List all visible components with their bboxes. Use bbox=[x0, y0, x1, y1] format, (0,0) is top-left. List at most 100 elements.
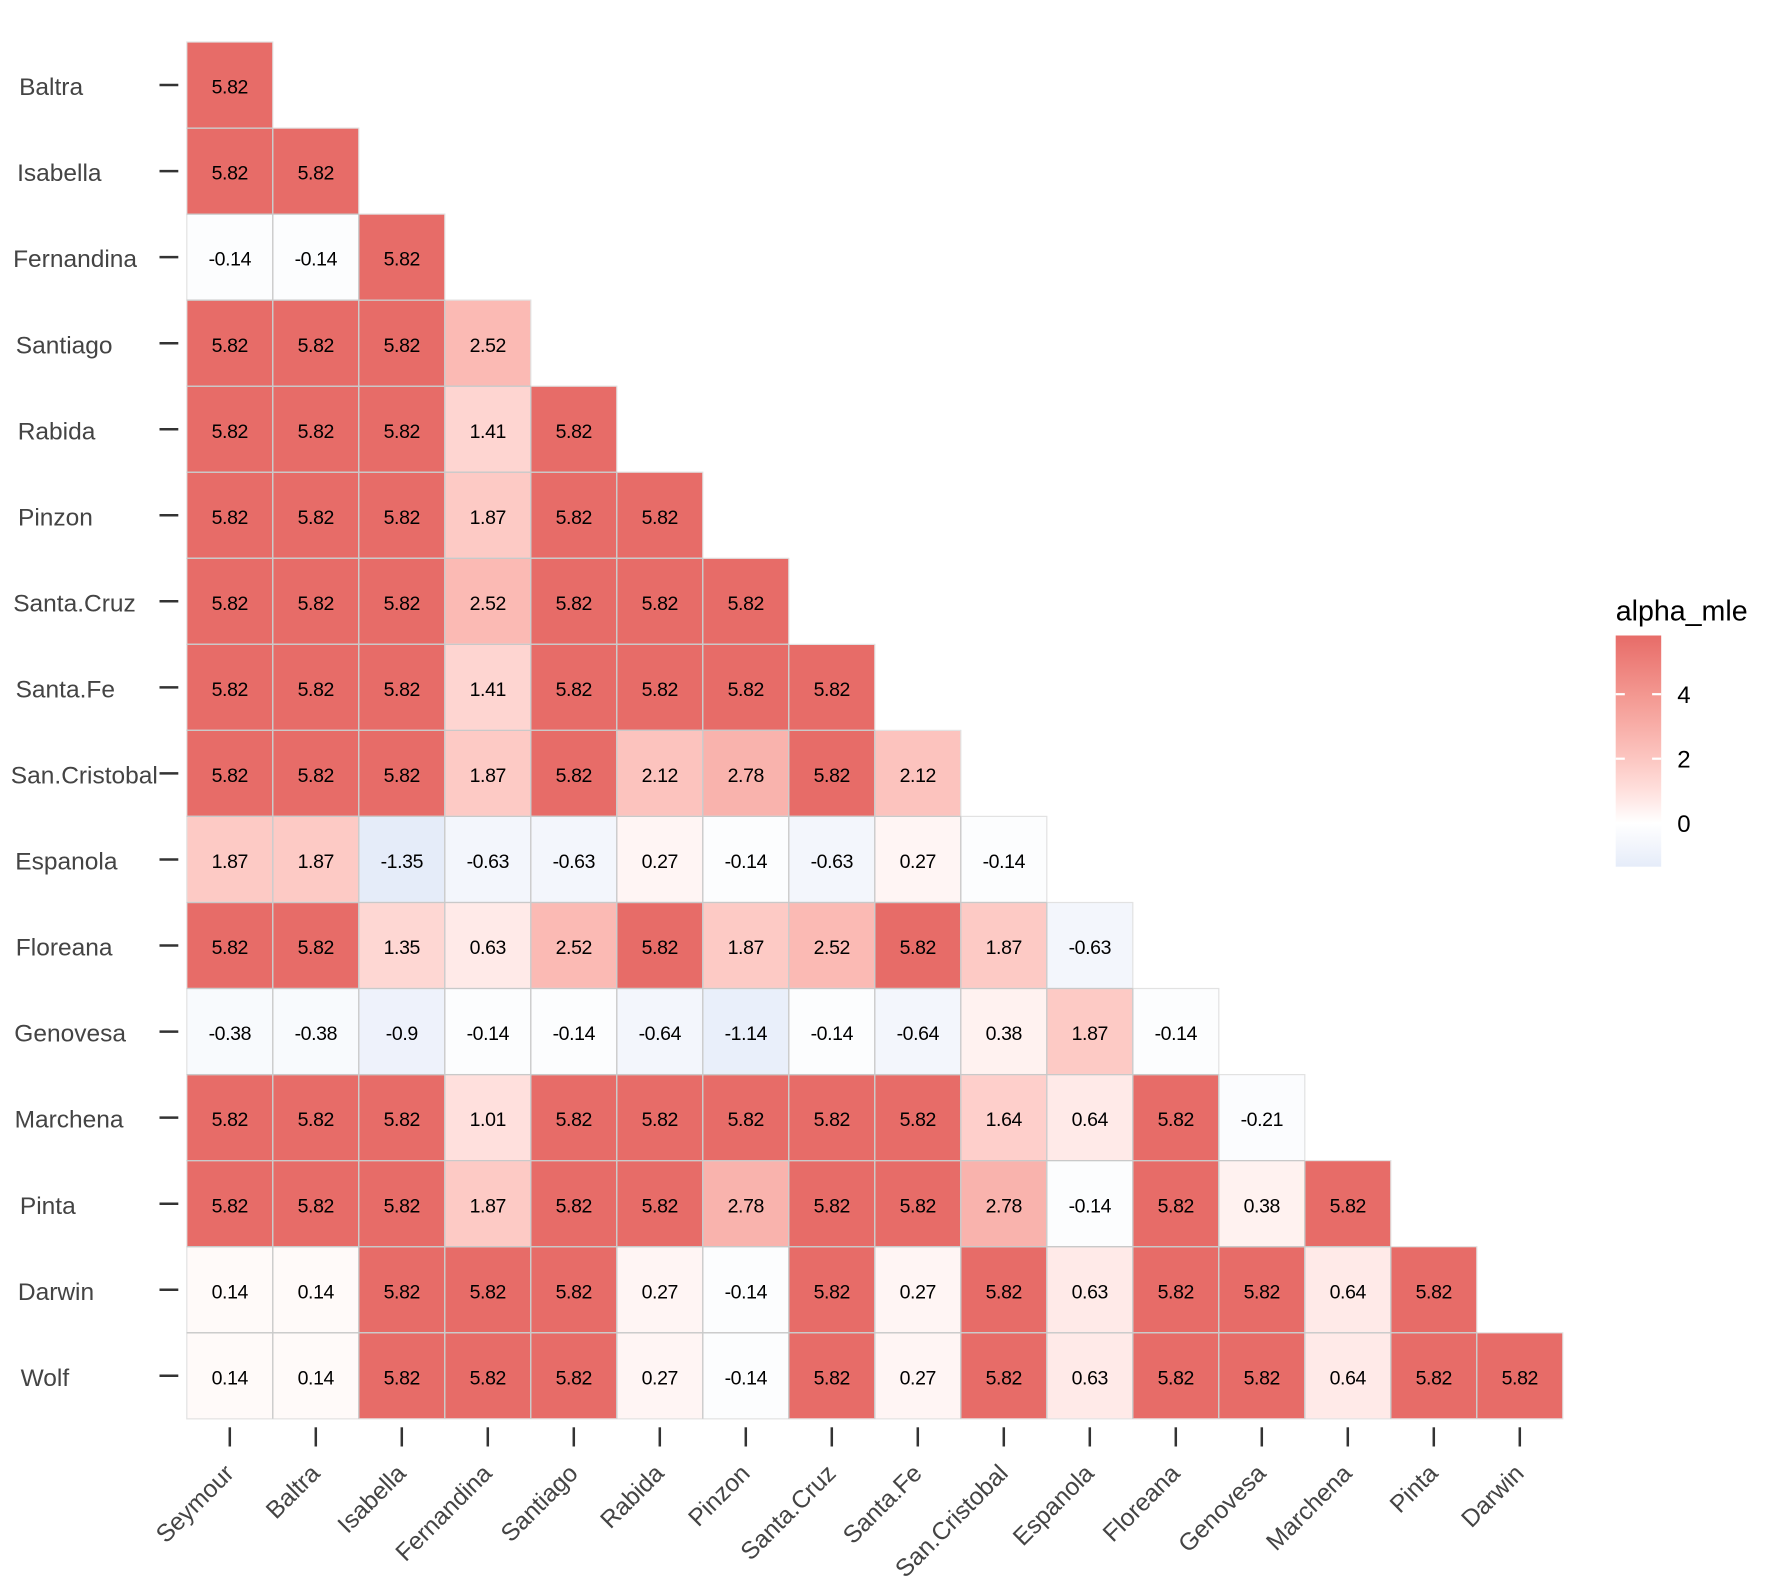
svg-text:5.82: 5.82 bbox=[642, 593, 678, 615]
svg-text:5.82: 5.82 bbox=[384, 765, 420, 787]
svg-text:1.87: 1.87 bbox=[470, 765, 506, 787]
svg-text:5.82: 5.82 bbox=[556, 1195, 592, 1217]
svg-text:0.14: 0.14 bbox=[212, 1281, 249, 1303]
svg-text:5.82: 5.82 bbox=[728, 1109, 764, 1131]
svg-text:5.82: 5.82 bbox=[1330, 1195, 1366, 1217]
svg-text:-0.63: -0.63 bbox=[467, 851, 509, 873]
svg-text:-0.14: -0.14 bbox=[467, 1023, 510, 1045]
svg-text:5.82: 5.82 bbox=[900, 1195, 936, 1217]
svg-text:-0.9: -0.9 bbox=[386, 1023, 418, 1045]
svg-text:5.82: 5.82 bbox=[384, 335, 420, 357]
svg-text:-0.14: -0.14 bbox=[725, 851, 768, 873]
svg-text:5.82: 5.82 bbox=[384, 1281, 420, 1303]
svg-text:5.82: 5.82 bbox=[212, 593, 248, 615]
svg-text:5.82: 5.82 bbox=[212, 765, 248, 787]
svg-text:5.82: 5.82 bbox=[1158, 1281, 1194, 1303]
svg-text:-0.38: -0.38 bbox=[209, 1023, 251, 1045]
svg-text:5.82: 5.82 bbox=[642, 507, 678, 529]
svg-text:Wolf: Wolf bbox=[21, 1365, 70, 1392]
svg-text:5.82: 5.82 bbox=[212, 1109, 248, 1131]
svg-text:5.82: 5.82 bbox=[900, 937, 936, 959]
svg-text:5.82: 5.82 bbox=[1244, 1281, 1280, 1303]
svg-text:5.82: 5.82 bbox=[1416, 1367, 1452, 1389]
svg-text:Darwin: Darwin bbox=[18, 1279, 94, 1306]
svg-text:5.82: 5.82 bbox=[298, 765, 334, 787]
svg-text:5.82: 5.82 bbox=[556, 421, 592, 443]
svg-text:5.82: 5.82 bbox=[814, 1281, 850, 1303]
svg-text:-0.14: -0.14 bbox=[553, 1023, 596, 1045]
svg-text:1.87: 1.87 bbox=[986, 937, 1022, 959]
svg-text:5.82: 5.82 bbox=[814, 1195, 850, 1217]
svg-text:Floreana: Floreana bbox=[16, 935, 113, 962]
svg-text:5.82: 5.82 bbox=[814, 679, 850, 701]
svg-text:5.82: 5.82 bbox=[212, 507, 248, 529]
svg-text:1.41: 1.41 bbox=[470, 679, 506, 701]
svg-text:2.78: 2.78 bbox=[986, 1195, 1022, 1217]
svg-text:Isabella: Isabella bbox=[17, 160, 102, 187]
svg-text:1.01: 1.01 bbox=[470, 1109, 506, 1131]
svg-text:Santiago: Santiago bbox=[16, 332, 113, 359]
svg-text:San.Cristobal: San.Cristobal bbox=[11, 763, 158, 790]
svg-text:-0.63: -0.63 bbox=[553, 851, 595, 873]
svg-text:5.82: 5.82 bbox=[556, 1109, 592, 1131]
svg-text:5.82: 5.82 bbox=[298, 593, 334, 615]
svg-text:0.14: 0.14 bbox=[298, 1281, 335, 1303]
svg-text:5.82: 5.82 bbox=[384, 679, 420, 701]
svg-text:2.78: 2.78 bbox=[728, 1195, 764, 1217]
svg-text:1.87: 1.87 bbox=[470, 507, 506, 529]
svg-text:5.82: 5.82 bbox=[900, 1109, 936, 1131]
svg-text:5.82: 5.82 bbox=[1158, 1109, 1194, 1131]
svg-text:5.82: 5.82 bbox=[298, 335, 334, 357]
svg-text:5.82: 5.82 bbox=[556, 507, 592, 529]
svg-text:2.52: 2.52 bbox=[470, 335, 506, 357]
svg-text:Pinta: Pinta bbox=[20, 1193, 76, 1220]
svg-text:5.82: 5.82 bbox=[642, 1109, 678, 1131]
svg-text:0.27: 0.27 bbox=[900, 1281, 936, 1303]
svg-text:5.82: 5.82 bbox=[384, 1195, 420, 1217]
svg-text:5.82: 5.82 bbox=[642, 937, 678, 959]
svg-text:5.82: 5.82 bbox=[556, 1281, 592, 1303]
svg-text:4: 4 bbox=[1677, 682, 1690, 709]
svg-text:-0.14: -0.14 bbox=[1155, 1023, 1198, 1045]
svg-text:5.82: 5.82 bbox=[212, 679, 248, 701]
svg-text:5.82: 5.82 bbox=[642, 679, 678, 701]
svg-text:-0.14: -0.14 bbox=[725, 1367, 768, 1389]
svg-text:-1.14: -1.14 bbox=[725, 1023, 768, 1045]
svg-text:5.82: 5.82 bbox=[556, 593, 592, 615]
svg-text:5.82: 5.82 bbox=[1244, 1367, 1280, 1389]
svg-text:5.82: 5.82 bbox=[728, 593, 764, 615]
svg-text:5.82: 5.82 bbox=[298, 679, 334, 701]
svg-text:0.27: 0.27 bbox=[642, 1367, 678, 1389]
svg-text:2.12: 2.12 bbox=[900, 765, 936, 787]
svg-text:-0.63: -0.63 bbox=[811, 851, 853, 873]
svg-text:1.64: 1.64 bbox=[986, 1109, 1023, 1131]
svg-text:2.12: 2.12 bbox=[642, 765, 678, 787]
svg-text:-0.14: -0.14 bbox=[1069, 1195, 1112, 1217]
svg-text:5.82: 5.82 bbox=[986, 1281, 1022, 1303]
svg-text:0.27: 0.27 bbox=[642, 1281, 678, 1303]
svg-text:5.82: 5.82 bbox=[556, 1367, 592, 1389]
svg-text:-0.14: -0.14 bbox=[811, 1023, 854, 1045]
svg-text:-0.21: -0.21 bbox=[1241, 1109, 1283, 1131]
svg-text:0.64: 0.64 bbox=[1072, 1109, 1109, 1131]
svg-text:0.27: 0.27 bbox=[900, 851, 936, 873]
svg-text:5.82: 5.82 bbox=[814, 1109, 850, 1131]
svg-text:5.82: 5.82 bbox=[1502, 1367, 1538, 1389]
svg-text:5.82: 5.82 bbox=[814, 765, 850, 787]
svg-text:0.63: 0.63 bbox=[1072, 1367, 1108, 1389]
svg-text:Rabida: Rabida bbox=[18, 418, 96, 445]
svg-text:alpha_mle: alpha_mle bbox=[1616, 596, 1748, 628]
svg-text:1.41: 1.41 bbox=[470, 421, 506, 443]
svg-text:5.82: 5.82 bbox=[384, 421, 420, 443]
svg-text:Santa.Cruz: Santa.Cruz bbox=[13, 590, 136, 617]
svg-text:5.82: 5.82 bbox=[470, 1281, 506, 1303]
svg-text:5.82: 5.82 bbox=[298, 937, 334, 959]
svg-text:Pinzon: Pinzon bbox=[18, 504, 93, 531]
svg-text:5.82: 5.82 bbox=[298, 1109, 334, 1131]
svg-text:0.27: 0.27 bbox=[642, 851, 678, 873]
svg-text:5.82: 5.82 bbox=[212, 163, 248, 185]
svg-text:5.82: 5.82 bbox=[1416, 1281, 1452, 1303]
svg-text:-1.35: -1.35 bbox=[381, 851, 424, 873]
svg-text:0.63: 0.63 bbox=[470, 937, 506, 959]
svg-text:Fernandina: Fernandina bbox=[13, 246, 137, 273]
